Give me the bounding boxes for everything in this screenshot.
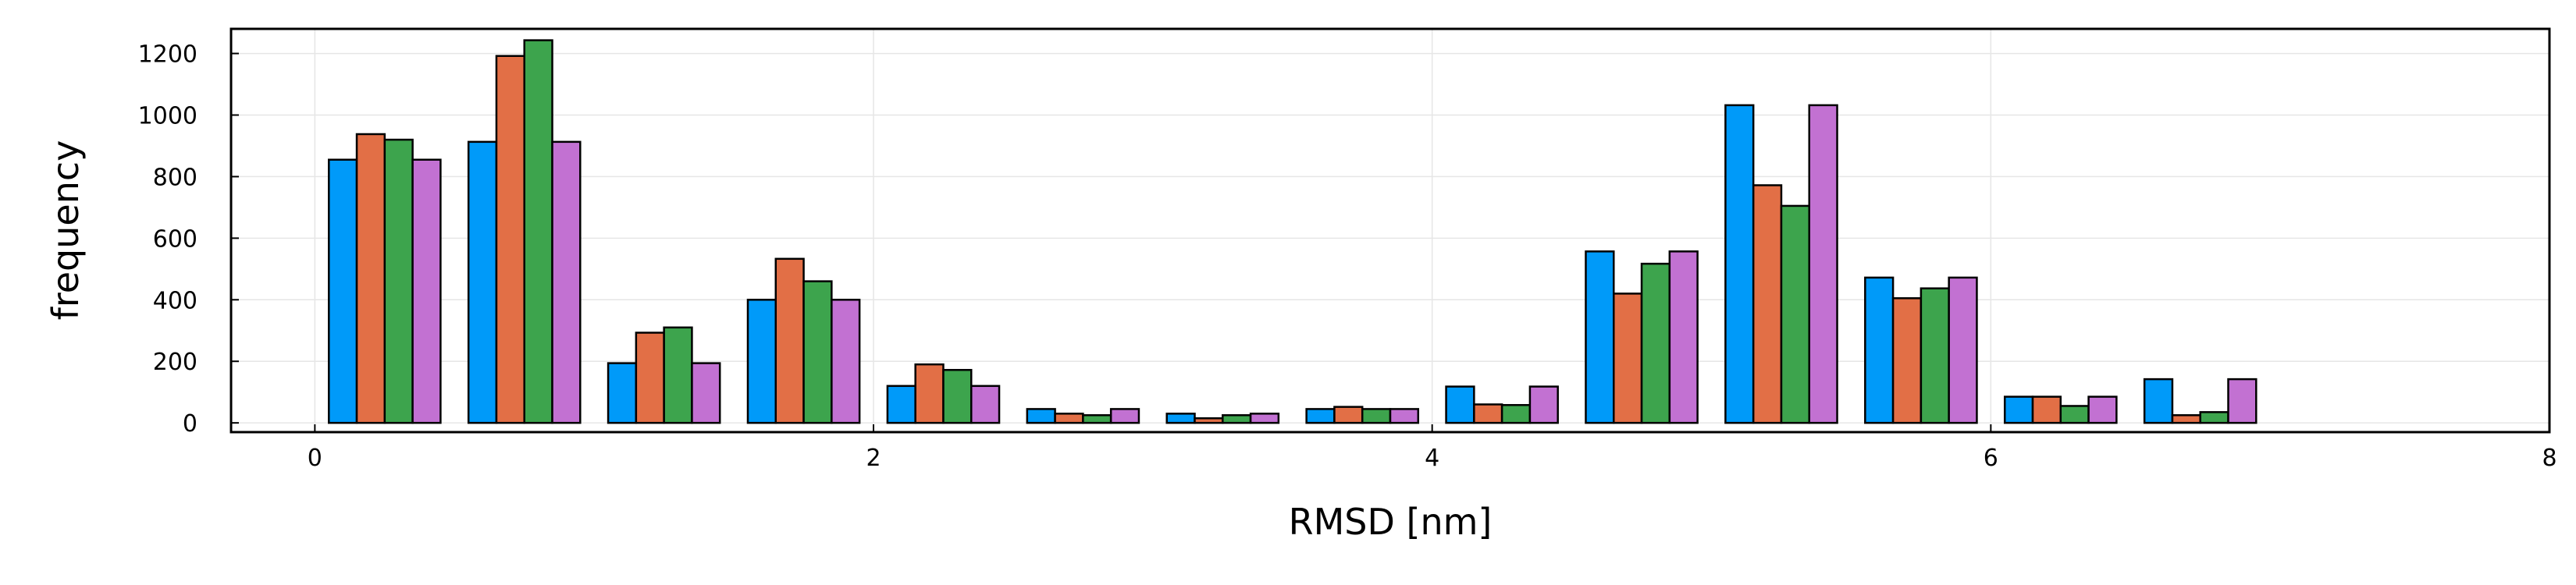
bar (1054, 413, 1084, 424)
bar (1445, 385, 1475, 424)
bar (914, 363, 945, 424)
y-tick-label: 400 (153, 287, 197, 314)
x-tick-label: 2 (866, 445, 881, 472)
bar (774, 257, 805, 424)
bar (1640, 262, 1671, 424)
bar (831, 299, 861, 424)
y-axis-label: frequency (44, 140, 87, 321)
bar (1222, 414, 1252, 424)
grid-lines (231, 29, 2550, 432)
bar (467, 140, 498, 424)
bar (1500, 404, 1532, 424)
bars (327, 39, 2258, 424)
bar (691, 362, 721, 424)
bar (2199, 411, 2229, 424)
bar (1165, 413, 1196, 424)
bar (2059, 405, 2090, 424)
bar (1613, 292, 1643, 424)
bar (1891, 297, 1923, 424)
bar (1780, 204, 1810, 424)
bar (886, 385, 916, 424)
bar (607, 362, 638, 424)
bar (1109, 408, 1140, 424)
bar (1808, 104, 1838, 424)
x-tick-label: 6 (1984, 445, 1998, 472)
bar (2003, 395, 2034, 424)
y-tick-label: 800 (153, 164, 197, 191)
y-tick-label: 200 (153, 349, 197, 376)
bar (1752, 184, 1783, 424)
bar (1082, 414, 1112, 424)
bar (1473, 403, 1503, 424)
bar (802, 280, 833, 424)
y-tick-label: 1000 (138, 103, 197, 130)
bar (663, 326, 693, 424)
bar (1585, 250, 1615, 424)
bar (411, 158, 442, 424)
bar (970, 385, 1001, 424)
x-tick-label: 4 (1425, 445, 1439, 472)
bar (2143, 378, 2174, 424)
bar (2227, 378, 2258, 424)
bar (2031, 395, 2062, 424)
x-tick-label: 8 (2542, 445, 2556, 472)
bar (1333, 406, 1364, 424)
bar (551, 140, 582, 424)
bar (1194, 417, 1224, 424)
bar (523, 39, 553, 424)
bar (1361, 408, 1392, 424)
axis-ticks: 0 2 4 6 8 0 200 400 600 800 1000 1200 (138, 41, 2557, 472)
bar (2087, 395, 2118, 424)
plot-frame (229, 27, 2551, 434)
bar (383, 138, 414, 424)
bar (635, 332, 665, 424)
x-tick-label: 0 (308, 445, 322, 472)
bar (1528, 385, 1559, 424)
bar (1864, 276, 1895, 424)
y-tick-label: 600 (153, 225, 197, 253)
bar (355, 133, 386, 424)
bar (2171, 414, 2201, 424)
bar (1026, 408, 1056, 424)
bar (1249, 413, 1280, 424)
bar (942, 369, 973, 424)
bar (1668, 250, 1699, 424)
x-axis-label: RMSD [nm] (1289, 501, 1493, 543)
bar (1920, 287, 1950, 424)
bar (1948, 276, 1978, 424)
bar (495, 55, 525, 424)
bar (327, 158, 358, 424)
y-tick-label: 0 (183, 410, 197, 438)
bar (1389, 408, 1420, 424)
bar (1305, 408, 1336, 424)
y-tick-label: 1200 (138, 41, 197, 69)
bar (1724, 104, 1755, 424)
bar (746, 299, 777, 424)
